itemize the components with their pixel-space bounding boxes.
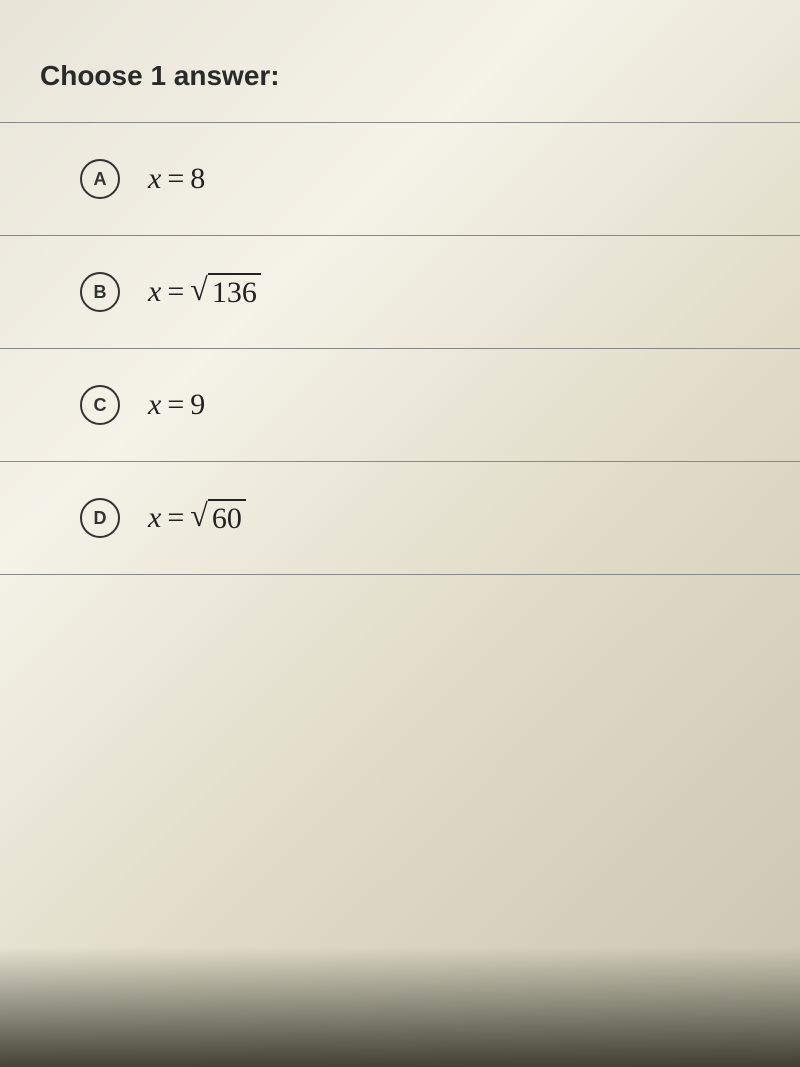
option-a-value: 8 (190, 162, 205, 196)
option-c-variable: x (148, 388, 161, 422)
options-list: A x = 8 B x = √ 136 C x = 9 D x = (0, 122, 800, 575)
option-d-variable: x (148, 501, 161, 535)
option-c-operator: = (167, 388, 184, 422)
option-a-variable: x (148, 162, 161, 196)
option-b-sqrt: √ 136 (190, 273, 261, 311)
option-a[interactable]: A x = 8 (0, 122, 800, 235)
option-c-radio[interactable]: C (80, 385, 120, 425)
option-d-radio[interactable]: D (80, 498, 120, 538)
bottom-shadow (0, 947, 800, 1067)
sqrt-icon: √ (190, 273, 208, 305)
option-b-math: x = √ 136 (148, 273, 261, 311)
option-a-radio[interactable]: A (80, 159, 120, 199)
option-a-math: x = 8 (148, 162, 205, 196)
option-d-operator: = (167, 501, 184, 535)
option-b-value: 136 (208, 273, 261, 311)
question-prompt: Choose 1 answer: (0, 40, 800, 122)
option-b-operator: = (167, 275, 184, 309)
option-d[interactable]: D x = √ 60 (0, 461, 800, 575)
option-c[interactable]: C x = 9 (0, 348, 800, 461)
option-b-variable: x (148, 275, 161, 309)
option-d-sqrt: √ 60 (190, 499, 246, 537)
option-d-math: x = √ 60 (148, 499, 246, 537)
sqrt-icon: √ (190, 499, 208, 531)
option-c-math: x = 9 (148, 388, 205, 422)
option-c-value: 9 (190, 388, 205, 422)
option-b-radio[interactable]: B (80, 272, 120, 312)
option-a-operator: = (167, 162, 184, 196)
option-b[interactable]: B x = √ 136 (0, 235, 800, 348)
option-d-value: 60 (208, 499, 246, 537)
